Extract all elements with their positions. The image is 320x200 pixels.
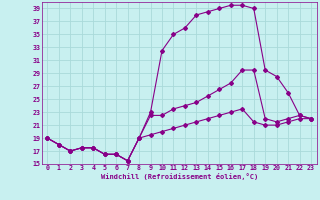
X-axis label: Windchill (Refroidissement éolien,°C): Windchill (Refroidissement éolien,°C) bbox=[100, 173, 258, 180]
